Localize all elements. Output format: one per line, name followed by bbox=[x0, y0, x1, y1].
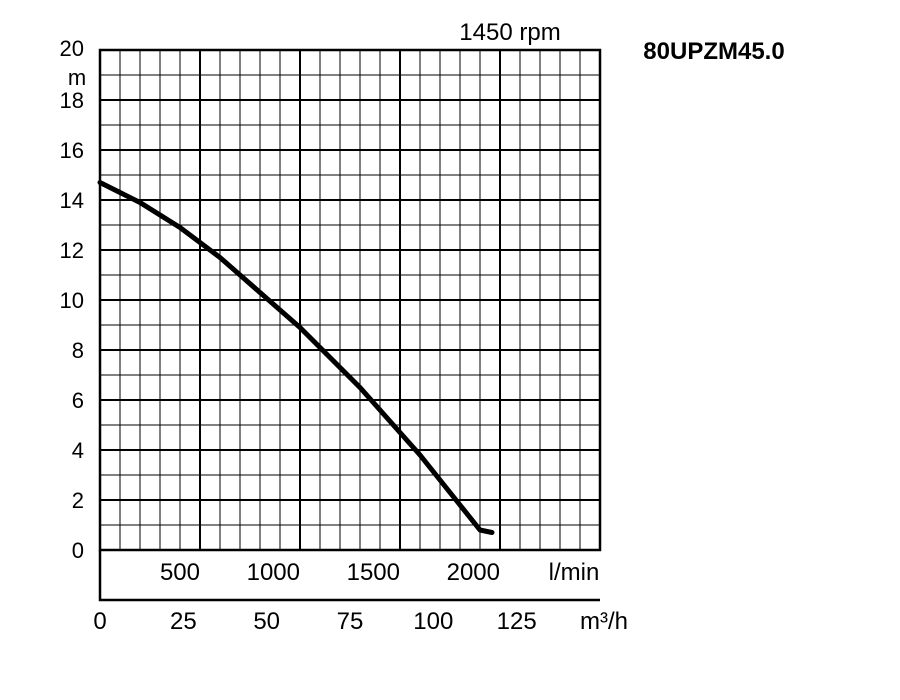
y-tick-label: 10 bbox=[60, 288, 84, 313]
x-tick-label-lpm: 2000 bbox=[447, 559, 500, 586]
x-tick-label-m3h: 25 bbox=[170, 608, 197, 635]
y-tick-label: 4 bbox=[72, 438, 84, 463]
y-tick-label: 6 bbox=[72, 388, 84, 413]
x-tick-label-m3h: 75 bbox=[337, 608, 364, 635]
x-tick-label-lpm: 1000 bbox=[247, 559, 300, 586]
plot-frames bbox=[98, 48, 602, 602]
head-flow-curve bbox=[97, 180, 495, 535]
x-tick-label-m3h: 125 bbox=[497, 608, 537, 635]
x-tick-label-m3h: 0 bbox=[93, 608, 106, 635]
x-tick-label-m3h: 100 bbox=[413, 608, 453, 635]
y-tick-label: 2 bbox=[72, 488, 84, 513]
plot-frame bbox=[98, 48, 602, 552]
x-unit-secondary-label: m³/h bbox=[580, 608, 628, 635]
y-tick-label: 0 bbox=[72, 538, 84, 563]
speed-label: 1450 rpm bbox=[459, 19, 560, 46]
y-tick-label: 14 bbox=[60, 188, 84, 213]
y-tick-label: 18 bbox=[60, 88, 84, 113]
y-tick-label: 20 bbox=[60, 36, 84, 61]
x-tick-labels-m3h: 0 25 50 75 100 125 bbox=[93, 608, 536, 635]
x-tick-label-lpm: 500 bbox=[160, 559, 200, 586]
x-tick-label-m3h: 50 bbox=[253, 608, 280, 635]
y-tick-label: 16 bbox=[60, 138, 84, 163]
model-label: 80UPZM45.0 bbox=[643, 38, 784, 65]
y-tick-label: 8 bbox=[72, 338, 84, 363]
curve-layer bbox=[97, 180, 495, 535]
major-grid bbox=[100, 50, 600, 550]
x-tick-label-lpm: 1500 bbox=[347, 559, 400, 586]
y-unit-label: m bbox=[68, 65, 86, 90]
flow-axis-frame bbox=[98, 550, 600, 602]
x-tick-labels-lpm: 500 1000 1500 2000 bbox=[160, 559, 500, 586]
y-tick-label: 12 bbox=[60, 238, 84, 263]
y-tick-labels: 0 2 4 6 8 10 12 14 16 18 20 bbox=[60, 36, 84, 563]
x-unit-primary-label: l/min bbox=[549, 559, 600, 586]
